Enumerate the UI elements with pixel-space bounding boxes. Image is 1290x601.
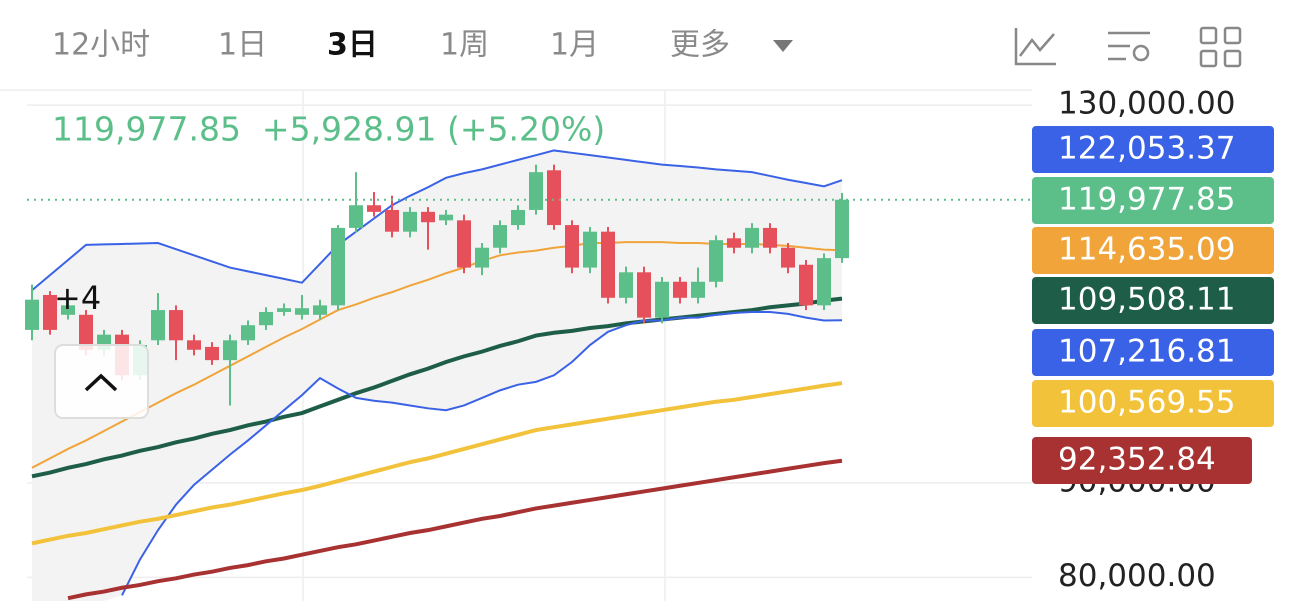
candle-body (385, 209, 399, 232)
price-tag (1032, 177, 1274, 224)
candle-body (583, 231, 597, 268)
indicator-line (31, 296, 843, 479)
candle-body (601, 231, 615, 298)
candle-body (835, 199, 849, 259)
candle-body (529, 172, 543, 210)
price-axis: 80,000.0090,000.00130,000.00122,053.3711… (1032, 86, 1274, 594)
candle-body (421, 211, 435, 223)
candle-body (565, 225, 579, 268)
tab[interactable]: 3日 (327, 28, 378, 63)
indicator-icon[interactable] (1014, 28, 1056, 66)
price-tag (1032, 437, 1252, 484)
indicator-line (121, 310, 843, 596)
candle-body (655, 281, 669, 318)
candle-body (475, 247, 489, 268)
candle-body (43, 294, 57, 330)
candle-body (493, 225, 507, 248)
candle-body (25, 299, 39, 330)
candle-body (745, 227, 759, 248)
tab[interactable]: 1日 (218, 28, 267, 63)
candle-body (151, 310, 165, 341)
candle-body (619, 272, 633, 298)
indicator-line (31, 149, 843, 292)
candle-body (367, 205, 381, 212)
price-tag-label: 107,216.81 (1058, 334, 1236, 370)
candle-body (691, 281, 705, 298)
band-fill (32, 150, 842, 601)
price-tag-label: 92,352.84 (1058, 442, 1216, 478)
candle-body (709, 240, 723, 282)
candle-body (205, 346, 219, 361)
tab[interactable]: 12小时 (52, 28, 150, 63)
tab[interactable]: 1月 (550, 28, 599, 63)
settings-icon[interactable] (1108, 31, 1150, 62)
indicator-line (31, 381, 843, 546)
candle-body (817, 258, 831, 306)
layout-icon[interactable] (1199, 26, 1242, 68)
candle-body (547, 170, 561, 226)
candle-body (403, 211, 417, 232)
candle-body (763, 227, 777, 248)
candle-body (439, 214, 453, 221)
candle-body (727, 238, 741, 248)
chevron-up (84, 373, 118, 392)
price-tag-label: 114,635.09 (1058, 232, 1236, 268)
plot (25, 104, 1032, 601)
candle-body (637, 272, 651, 318)
toolbar-icons (1014, 26, 1242, 68)
tab-bar: 12小时 1日 3日 1周 1月 更多 (52, 28, 730, 63)
candle-body (349, 205, 363, 228)
price-tag-label: 109,508.11 (1058, 282, 1236, 318)
dropdown-arrow[interactable] (773, 40, 793, 52)
collapse-button[interactable] (54, 344, 149, 419)
price-tag (1032, 227, 1274, 274)
tab[interactable]: 1周 (440, 28, 489, 63)
candle-body (331, 227, 345, 306)
indicator-line (31, 241, 843, 469)
tab[interactable]: 更多 (670, 28, 730, 63)
price-tag-label: 122,053.37 (1058, 131, 1236, 167)
candle-body (781, 247, 795, 268)
indicator-line (67, 458, 843, 601)
candle-body (169, 310, 183, 341)
candle-body (457, 220, 471, 268)
price-tag (1032, 329, 1274, 376)
candle-body (511, 209, 525, 226)
price-tag-label: 100,569.55 (1058, 385, 1236, 421)
candle-body (673, 281, 687, 298)
price-tag (1032, 277, 1274, 324)
candle-body (187, 340, 201, 350)
candle-body (259, 311, 273, 326)
candle-body (241, 325, 255, 341)
candle-body (61, 305, 75, 315)
candle-body (277, 308, 291, 312)
price-legend: 119,977.85 +5,928.91 (+5.20%) (52, 110, 605, 149)
overlay-count: +4 (54, 279, 101, 317)
price-tag (1032, 126, 1274, 173)
candle-body (295, 308, 309, 315)
price-tag-label: 119,977.85 (1058, 182, 1236, 218)
candle-body (799, 264, 813, 306)
candle-body (79, 314, 93, 350)
y-tick-label: 80,000.00 (1058, 558, 1216, 594)
y-tick-label: 130,000.00 (1058, 86, 1236, 122)
candle-body (223, 340, 237, 361)
price-tag (1032, 380, 1274, 427)
candle-body (313, 305, 327, 315)
